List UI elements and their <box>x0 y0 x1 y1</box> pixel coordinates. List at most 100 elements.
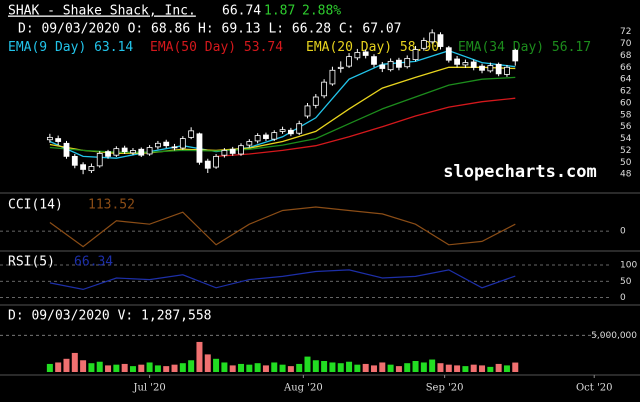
volume-bar <box>254 363 261 372</box>
candle-body <box>246 141 253 146</box>
candle-body <box>113 148 120 156</box>
volume-bar <box>395 366 402 372</box>
volume-bar <box>238 363 245 372</box>
volume-bar <box>262 365 269 372</box>
volume-bar <box>105 365 112 372</box>
ohlc-info: D: 09/03/2020 O: 68.86 H: 69.13 L: 66.28… <box>18 22 402 37</box>
volume-bar <box>229 365 236 372</box>
volume-bar <box>296 363 303 372</box>
volume-bar <box>46 363 53 372</box>
y-tick-label: 72 <box>620 27 631 37</box>
volume-bar <box>495 363 502 372</box>
y-tick-label: 52 <box>620 146 631 156</box>
x-tick-label: Jul '20 <box>132 383 165 394</box>
y-tick-label: 54 <box>620 134 632 144</box>
candle-body <box>346 56 352 67</box>
volume-bar <box>337 363 344 372</box>
panel-title: D: 09/03/2020 V: 1,287,558 <box>8 309 212 324</box>
volume-bar <box>88 363 95 372</box>
volume-bar <box>370 365 377 372</box>
candle-body <box>362 51 369 56</box>
volume-bar <box>362 363 369 372</box>
volume-bar <box>304 356 311 372</box>
volume-bar <box>379 362 386 372</box>
volume-bar <box>179 363 186 372</box>
candle-body <box>46 136 53 141</box>
volume-bar <box>445 364 452 372</box>
candle-body <box>130 150 136 154</box>
candle-body <box>371 56 377 65</box>
candle-body <box>462 62 469 66</box>
candle-body <box>204 160 211 169</box>
y-tick-label: 66 <box>620 63 632 73</box>
volume-bar <box>71 352 78 372</box>
volume-bar <box>279 364 286 372</box>
legend-value: 58.90 <box>400 40 439 55</box>
volume-bar <box>113 364 120 372</box>
volume-bar <box>63 358 70 372</box>
indicator-line <box>49 50 516 159</box>
volume-bar <box>55 362 62 372</box>
volume-bar <box>287 366 294 372</box>
volume-bar <box>346 361 353 372</box>
volume-bar <box>246 364 253 372</box>
x-tick-label: Oct '20 <box>576 383 612 394</box>
legend-value: 53.74 <box>244 40 283 55</box>
x-tick-label: Sep '20 <box>426 383 464 394</box>
ema-legend: EMA(9 Day) 63.14 <box>8 40 133 55</box>
panel-title: RSI(5) <box>8 255 55 270</box>
volume-bar <box>487 366 494 372</box>
panel-reading: 66.34 <box>74 255 113 270</box>
volume-bar <box>354 364 361 372</box>
volume-bar <box>420 362 427 372</box>
ema-legend: EMA(20 Day) 58.90 <box>306 40 439 55</box>
volume-bar <box>429 359 436 372</box>
candle-body <box>188 130 195 138</box>
candle-body <box>437 34 444 47</box>
candle-body <box>312 96 319 106</box>
candle-body <box>105 151 111 157</box>
candle-body <box>404 58 411 68</box>
candle-body <box>88 166 95 172</box>
volume-bar <box>188 360 195 372</box>
candle-body <box>445 47 452 61</box>
y-tick-label: 70 <box>620 39 632 49</box>
candle-body <box>121 147 128 153</box>
price-change: 1.87 <box>264 4 295 19</box>
candle-body <box>354 52 361 59</box>
candle-body <box>504 66 510 75</box>
candle-body <box>296 123 303 134</box>
candle-body <box>238 145 244 155</box>
indicator-line <box>49 206 516 248</box>
y-tick-label: 64 <box>620 75 632 85</box>
legend-name: EMA(34 Day) <box>458 40 544 55</box>
candle-body <box>80 164 87 170</box>
legend-name: EMA(20 Day) <box>306 40 392 55</box>
y-tick-label: 68 <box>620 51 632 61</box>
candle-body <box>254 135 261 142</box>
y-tick-label: 56 <box>620 122 632 132</box>
candle-body <box>71 155 78 166</box>
volume-bar <box>329 362 336 372</box>
candle-body <box>146 147 153 155</box>
candle-body <box>213 155 219 168</box>
candle-body <box>337 66 344 69</box>
candle-body <box>287 129 294 135</box>
legend-value: 63.14 <box>94 40 133 55</box>
volume-bar <box>121 363 128 372</box>
candle-body <box>96 153 103 167</box>
candle-body <box>279 129 286 132</box>
candle-body <box>271 132 278 140</box>
legend-value: 56.17 <box>552 40 591 55</box>
volume-bar <box>479 365 486 372</box>
indicator-line <box>49 76 516 153</box>
candle-body <box>487 65 494 72</box>
y-tick-label: 62 <box>620 87 631 97</box>
candle-body <box>163 141 170 147</box>
candle-body <box>179 138 186 149</box>
candle-body <box>304 105 311 117</box>
y-tick-label: 58 <box>620 110 632 120</box>
last-price: 66.74 <box>222 4 261 19</box>
candle-body <box>229 148 236 154</box>
candle-body <box>396 59 402 68</box>
